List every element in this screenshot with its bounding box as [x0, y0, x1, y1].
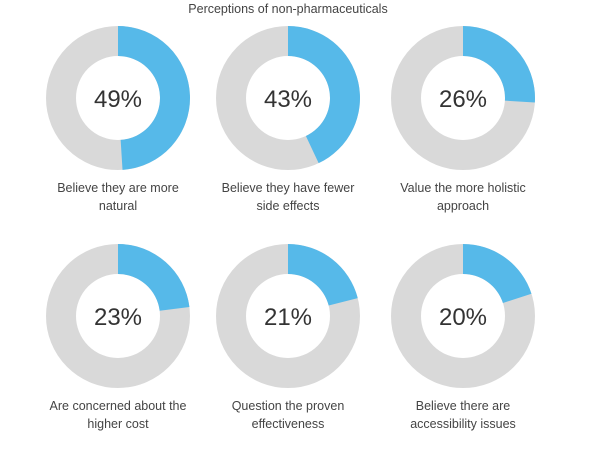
donut-category-label: natural — [99, 199, 137, 213]
donut-category-label: accessibility issues — [410, 417, 516, 431]
donut-percent-label: 20% — [439, 304, 487, 331]
chart-title: Perceptions of non-pharmaceuticals — [188, 2, 387, 16]
donut-category-label: Believe they have fewer — [222, 181, 355, 195]
donut-category-label: Are concerned about the — [50, 399, 187, 413]
donut-percent-label: 26% — [439, 86, 487, 113]
donut-category-label: side effects — [256, 199, 319, 213]
donut-value-arc — [118, 244, 190, 311]
donut-item: 49% Believe they are more natural — [46, 26, 190, 213]
donut-value-arc — [463, 244, 532, 304]
donut-item: 21% Question the proven effectiveness — [216, 244, 360, 431]
donut-category-label: Question the proven — [232, 399, 345, 413]
donut-percent-label: 23% — [94, 304, 142, 331]
donut-category-label: effectiveness — [252, 417, 325, 431]
donut-value-arc — [288, 26, 360, 164]
donut-category-label: Value the more holistic — [400, 181, 526, 195]
donut-item: 23% Are concerned about the higher cost — [46, 244, 190, 431]
donut-category-label: Believe they are more — [57, 181, 179, 195]
donut-percent-label: 43% — [264, 86, 312, 113]
donut-value-arc — [118, 26, 190, 170]
donut-category-label: approach — [437, 199, 489, 213]
donut-item: 20% Believe there are accessibility issues — [391, 244, 535, 431]
donut-item: 26% Value the more holistic approach — [391, 26, 535, 213]
donut-percent-label: 21% — [264, 304, 312, 331]
donut-value-arc — [288, 244, 358, 306]
donut-category-label: Believe there are — [416, 399, 511, 413]
donut-category-label: higher cost — [87, 417, 149, 431]
donut-value-arc — [463, 26, 535, 103]
donut-item: 43% Believe they have fewer side effects — [216, 26, 360, 213]
donut-percent-label: 49% — [94, 86, 142, 113]
